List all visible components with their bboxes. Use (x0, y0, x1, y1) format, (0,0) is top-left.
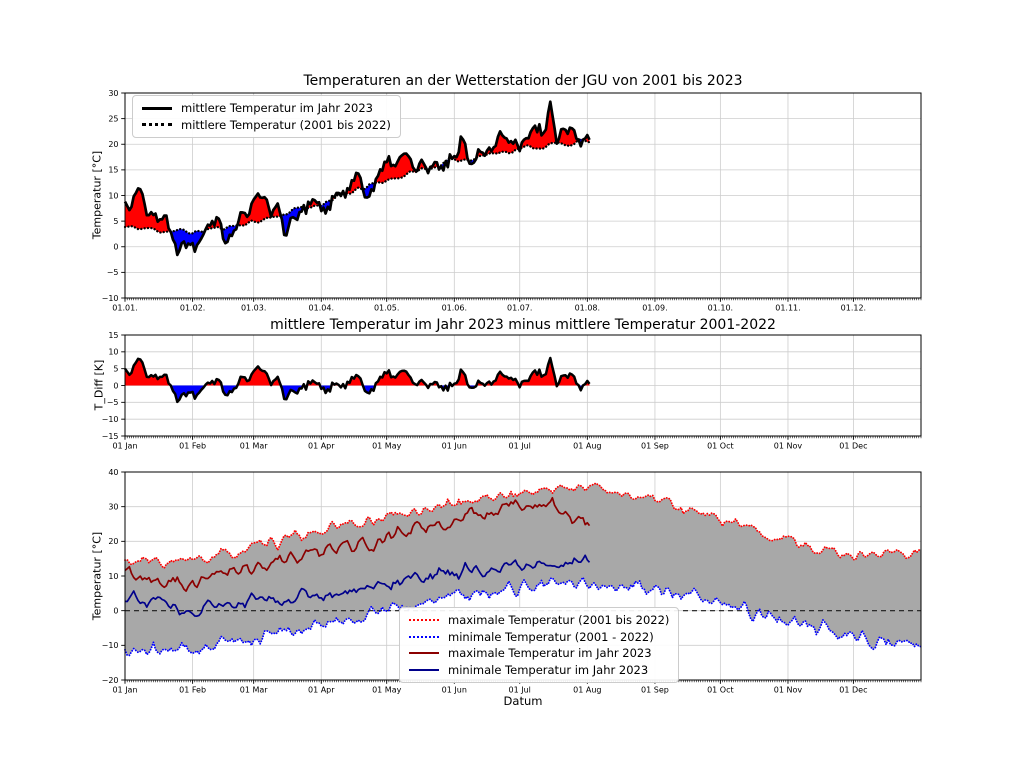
y-tick-label: 20 (108, 140, 118, 149)
x-tick-label: 01 Oct (707, 686, 734, 695)
y-tick-label: −20 (102, 676, 119, 685)
series-line-max_2023 (124, 496, 591, 592)
x-tick-label: 01 Dec (839, 442, 867, 451)
legend-label: maximale Temperatur (2001 bis 2022) (448, 613, 670, 627)
x-tick-label: 01 Apr (308, 686, 335, 695)
y-tick-label: 15 (108, 331, 118, 340)
y-tick-label: 0 (113, 243, 118, 252)
series-line-mean_2023 (123, 100, 591, 257)
x-tick-label: 01 Apr (308, 442, 335, 451)
legend-entry: mittlere Temperatur (2001 bis 2022) (142, 117, 391, 134)
y-tick-label: 25 (108, 114, 118, 123)
x-tick-label: 01.06. (442, 304, 467, 313)
plot2-title: mittlere Temperatur im Jahr 2023 minus m… (270, 317, 776, 333)
x-tick-label: 01.03. (241, 304, 266, 313)
fill-below (170, 138, 583, 255)
y-tick-label: −5 (107, 398, 119, 407)
subplot-2: 01 Jan 01 Feb 01 Mar 01 Apr 01 May 01 Jun 01 J… (102, 331, 922, 451)
y-tick-label: −10 (102, 415, 119, 424)
plot1-ylabel: Temperatur [°C] (90, 150, 104, 240)
x-tick-label: 01 Jul (509, 686, 531, 695)
x-tick-label: 01.09. (642, 304, 667, 313)
y-tick-label: 15 (108, 166, 118, 175)
legend-label: mittlere Temperatur im Jahr 2023 (181, 101, 374, 115)
x-tick-label: 01 Jun (442, 442, 467, 451)
legend-line-sample (142, 123, 172, 127)
x-tick-label: 01 Jun (442, 686, 467, 695)
series-line-climo_min (124, 576, 922, 657)
x-tick-label: 01.05. (374, 304, 399, 313)
x-tick-label: 01 Dec (839, 686, 867, 695)
x-tick-label: 01 Jan (112, 442, 137, 451)
y-tick-label: 5 (113, 364, 118, 373)
x-tick-label: 01.01. (112, 304, 137, 313)
x-tick-label: 01.07. (507, 304, 532, 313)
y-tick-label: 10 (108, 191, 118, 200)
x-tick-label: 01.04. (309, 304, 334, 313)
x-tick-label: 01.08. (575, 304, 600, 313)
y-tick-label: 0 (113, 606, 118, 615)
x-tick-label: 01 May (372, 442, 402, 451)
x-tick-label: 01 Feb (179, 442, 206, 451)
legend-line-sample (409, 619, 439, 622)
y-tick-label: 30 (108, 89, 118, 98)
plot2-ylabel: T_Diff [K] (92, 359, 106, 411)
fill-below (170, 385, 583, 402)
plot3-xlabel: Datum (503, 694, 543, 708)
series-line-min_2023 (124, 554, 591, 617)
legend-line-sample (409, 668, 439, 671)
legend-entry: minimale Temperatur im Jahr 2023 (409, 662, 669, 679)
y-tick-label: −10 (102, 641, 119, 650)
y-tick-label: −5 (107, 268, 119, 277)
legend-entry: maximale Temperatur (2001 bis 2022) (409, 612, 669, 629)
x-tick-label: 01 Oct (707, 442, 734, 451)
legend-line-sample (142, 106, 172, 110)
x-tick-label: 01 Sep (641, 442, 669, 451)
y-tick-label: −15 (102, 432, 119, 441)
plot3-ylabel: Temperatur [°C] (90, 531, 104, 621)
y-tick-label: 10 (108, 348, 118, 357)
series-line-diff_2023 (124, 356, 591, 404)
subplot-1: 01.01. 01.02. 01.03. 01.04. 01.05. 01.06. 01.0… (102, 89, 922, 313)
series-line-climo_max (124, 482, 922, 569)
plot1-legend: mittlere Temperatur im Jahr 2023 mittlere… (132, 95, 401, 138)
legend-label: minimale Temperatur (2001 - 2022) (448, 629, 654, 644)
x-tick-label: 01 Jan (112, 686, 137, 695)
legend-line-sample (409, 635, 439, 638)
x-tick-label: 01 Aug (573, 442, 601, 451)
x-tick-label: 01.11. (775, 304, 800, 313)
legend-entry: maximale Temperatur im Jahr 2023 (409, 645, 669, 662)
y-tick-label: 5 (113, 217, 118, 226)
plot1-title: Temperaturen an der Wetterstation der JG… (303, 73, 743, 89)
legend-label: maximale Temperatur im Jahr 2023 (448, 646, 652, 660)
y-tick-label: 30 (108, 502, 118, 511)
legend-line-sample (409, 652, 439, 655)
x-tick-label: 01 Feb (179, 686, 206, 695)
x-tick-label: 01.02. (180, 304, 205, 313)
x-tick-label: 01 Nov (774, 686, 803, 695)
y-tick-label: −10 (102, 294, 119, 303)
y-tick-label: 0 (113, 381, 118, 390)
legend-label: mittlere Temperatur (2001 bis 2022) (181, 117, 391, 132)
plot3-legend: maximale Temperatur (2001 bis 2022) minim… (399, 607, 680, 683)
x-tick-label: 01 May (372, 686, 402, 695)
legend-label: minimale Temperatur im Jahr 2023 (448, 662, 649, 677)
x-tick-label: 01 Sep (641, 686, 669, 695)
x-tick-label: 01.12. (841, 304, 866, 313)
subplot-3: 01 Jan 01 Feb 01 Mar 01 Apr 01 May 01 Jun 01 J… (102, 468, 922, 695)
y-tick-label: 10 (108, 572, 118, 581)
legend-entry: minimale Temperatur (2001 - 2022) (409, 629, 669, 646)
y-tick-label: 40 (108, 468, 118, 477)
y-tick-label: 20 (108, 537, 118, 546)
legend-entry: mittlere Temperatur im Jahr 2023 (142, 100, 391, 117)
x-tick-label: 01 Jul (509, 442, 531, 451)
x-tick-label: 01 Aug (573, 686, 601, 695)
x-tick-label: 01 Mar (240, 686, 269, 695)
x-tick-label: 01 Mar (240, 442, 269, 451)
x-tick-label: 01.10. (708, 304, 733, 313)
x-tick-label: 01 Nov (774, 442, 803, 451)
series-line-climo_mean (123, 137, 591, 236)
